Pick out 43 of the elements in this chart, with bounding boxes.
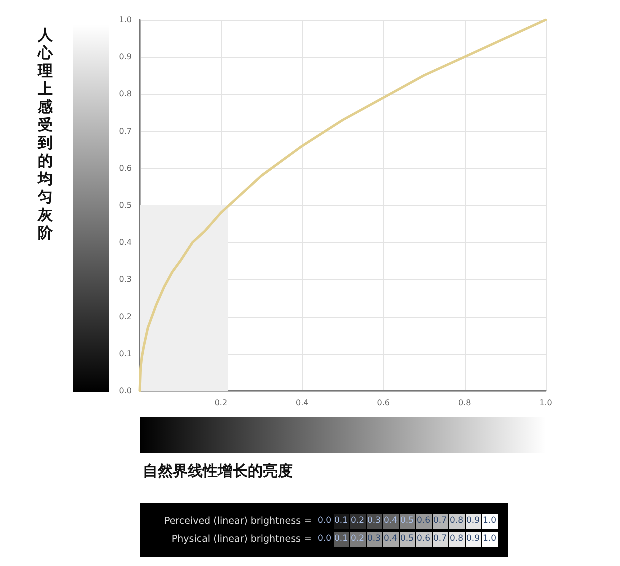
text: 0.6 — [415, 514, 432, 528]
y-tick-label: 0.7 — [119, 126, 132, 136]
y-tick-label: 0.5 — [119, 201, 132, 210]
y-tick-label: 0.4 — [119, 238, 132, 248]
text: Physical (linear) brightness = — [170, 534, 313, 544]
text: 1.0 — [481, 514, 498, 528]
y-tick-label: 0.0 — [119, 386, 132, 396]
text: Perceived (linear) brightness = — [163, 516, 313, 526]
y-tick-label: 0.9 — [119, 52, 132, 62]
x-tick-label: 0.6 — [377, 398, 390, 408]
y-tick-label: 0.1 — [119, 349, 132, 358]
text: 0.7 — [432, 514, 448, 528]
text: 0.0 — [316, 532, 332, 546]
y-tick-label: 0.6 — [119, 164, 132, 173]
text: 0.7 — [432, 532, 448, 546]
text: 0.9 — [464, 514, 481, 528]
x-tick-label: 0.2 — [214, 398, 228, 408]
y-tick-label: 0.3 — [119, 275, 132, 284]
text: 0.3 — [366, 514, 382, 528]
text: 0.1 — [332, 514, 349, 528]
text: 0.8 — [448, 532, 464, 546]
x-tick-label: 1.0 — [540, 398, 552, 408]
y-tick-label: 1.0 — [119, 16, 132, 24]
x-tick-label: 0.4 — [296, 398, 309, 408]
text: 0.6 — [415, 532, 432, 546]
x-tick-label: 0.8 — [458, 398, 472, 408]
text: 1.0 — [481, 532, 498, 546]
text: 0.9 — [464, 532, 481, 546]
text: 0.5 — [398, 514, 415, 528]
x-axis-title: 自然界线性增长的亮度 — [143, 462, 293, 481]
y-tick-label: 0.2 — [119, 312, 132, 322]
line-series — [138, 18, 548, 392]
y-tick-label: 0.8 — [119, 90, 132, 99]
text: 人心理上感受到的均匀灰阶 — [38, 26, 53, 242]
text: 0.2 — [349, 532, 366, 546]
text: 0.3 — [366, 532, 382, 546]
text: 0.4 — [382, 514, 398, 528]
text: 0.2 — [349, 514, 366, 528]
text: 0.0 — [316, 514, 332, 528]
text: 0.4 — [382, 532, 398, 546]
text: 0.8 — [448, 514, 464, 528]
text: 0.1 — [332, 532, 349, 546]
text: 0.5 — [398, 532, 415, 546]
